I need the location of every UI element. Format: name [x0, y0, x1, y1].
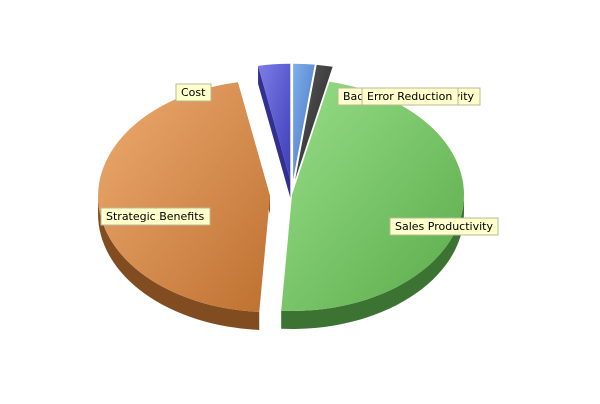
- slice-label-strategic-benefits: Strategic Benefits: [100, 207, 211, 226]
- slice-side-sales-productivity: [281, 195, 464, 329]
- slice-side-strategic-benefits: [98, 196, 260, 330]
- slice-label-cost: Cost: [175, 83, 212, 102]
- slice-label-text: Error Reduction: [367, 90, 452, 103]
- pie-slice-cost[interactable]: [258, 63, 291, 180]
- slice-label-text: Sales Productivity: [395, 220, 493, 233]
- slice-label-error-reduction: Error Reduction: [361, 87, 459, 106]
- slice-label-box: [361, 87, 459, 106]
- pie-slice-strategic-benefits[interactable]: [98, 82, 271, 312]
- pie-slice-back-office-productivity[interactable]: [293, 63, 315, 180]
- slice-label-box: [175, 83, 212, 102]
- slice-edge-cost: [258, 65, 291, 198]
- pie-slice-error-reduction[interactable]: [295, 64, 333, 180]
- slice-label-text: Cost: [181, 86, 206, 99]
- pie-slice-sales-productivity[interactable]: [281, 81, 464, 311]
- slice-label-box: [100, 207, 211, 226]
- slice-label-box: [389, 217, 499, 236]
- slice-label-sales-productivity: Sales Productivity: [389, 217, 499, 236]
- slice-label-text: Strategic Benefits: [106, 210, 205, 223]
